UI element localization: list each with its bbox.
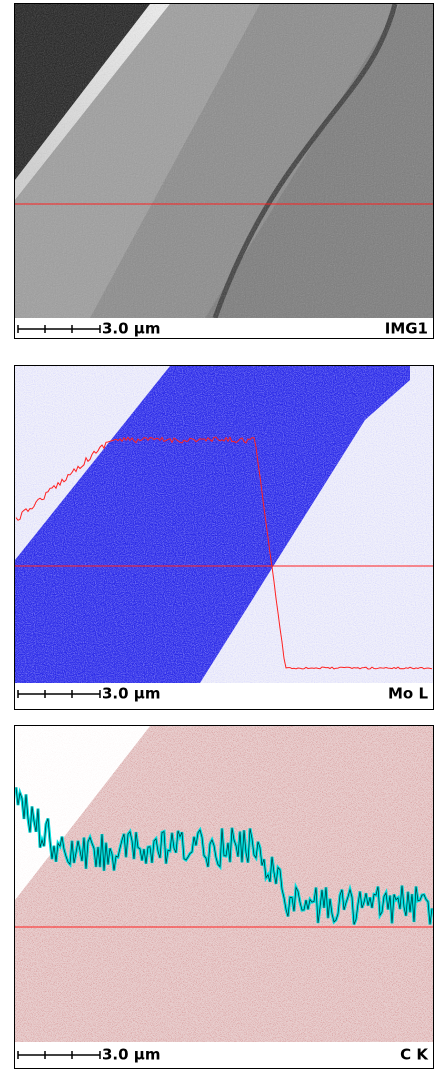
panel-label: C K (400, 1046, 429, 1064)
scale-label: 3.0 µm (102, 320, 160, 338)
panel-sem (14, 3, 434, 339)
panel-label: IMG1 (385, 320, 428, 338)
panel-c (14, 725, 434, 1069)
panel-label: Mo L (388, 685, 428, 703)
c-map (15, 726, 433, 1042)
scale-label: 3.0 µm (102, 1046, 160, 1064)
panel-mo (14, 365, 434, 710)
sem-image (15, 4, 433, 318)
mo-map (15, 366, 433, 683)
scale-label: 3.0 µm (102, 685, 160, 703)
